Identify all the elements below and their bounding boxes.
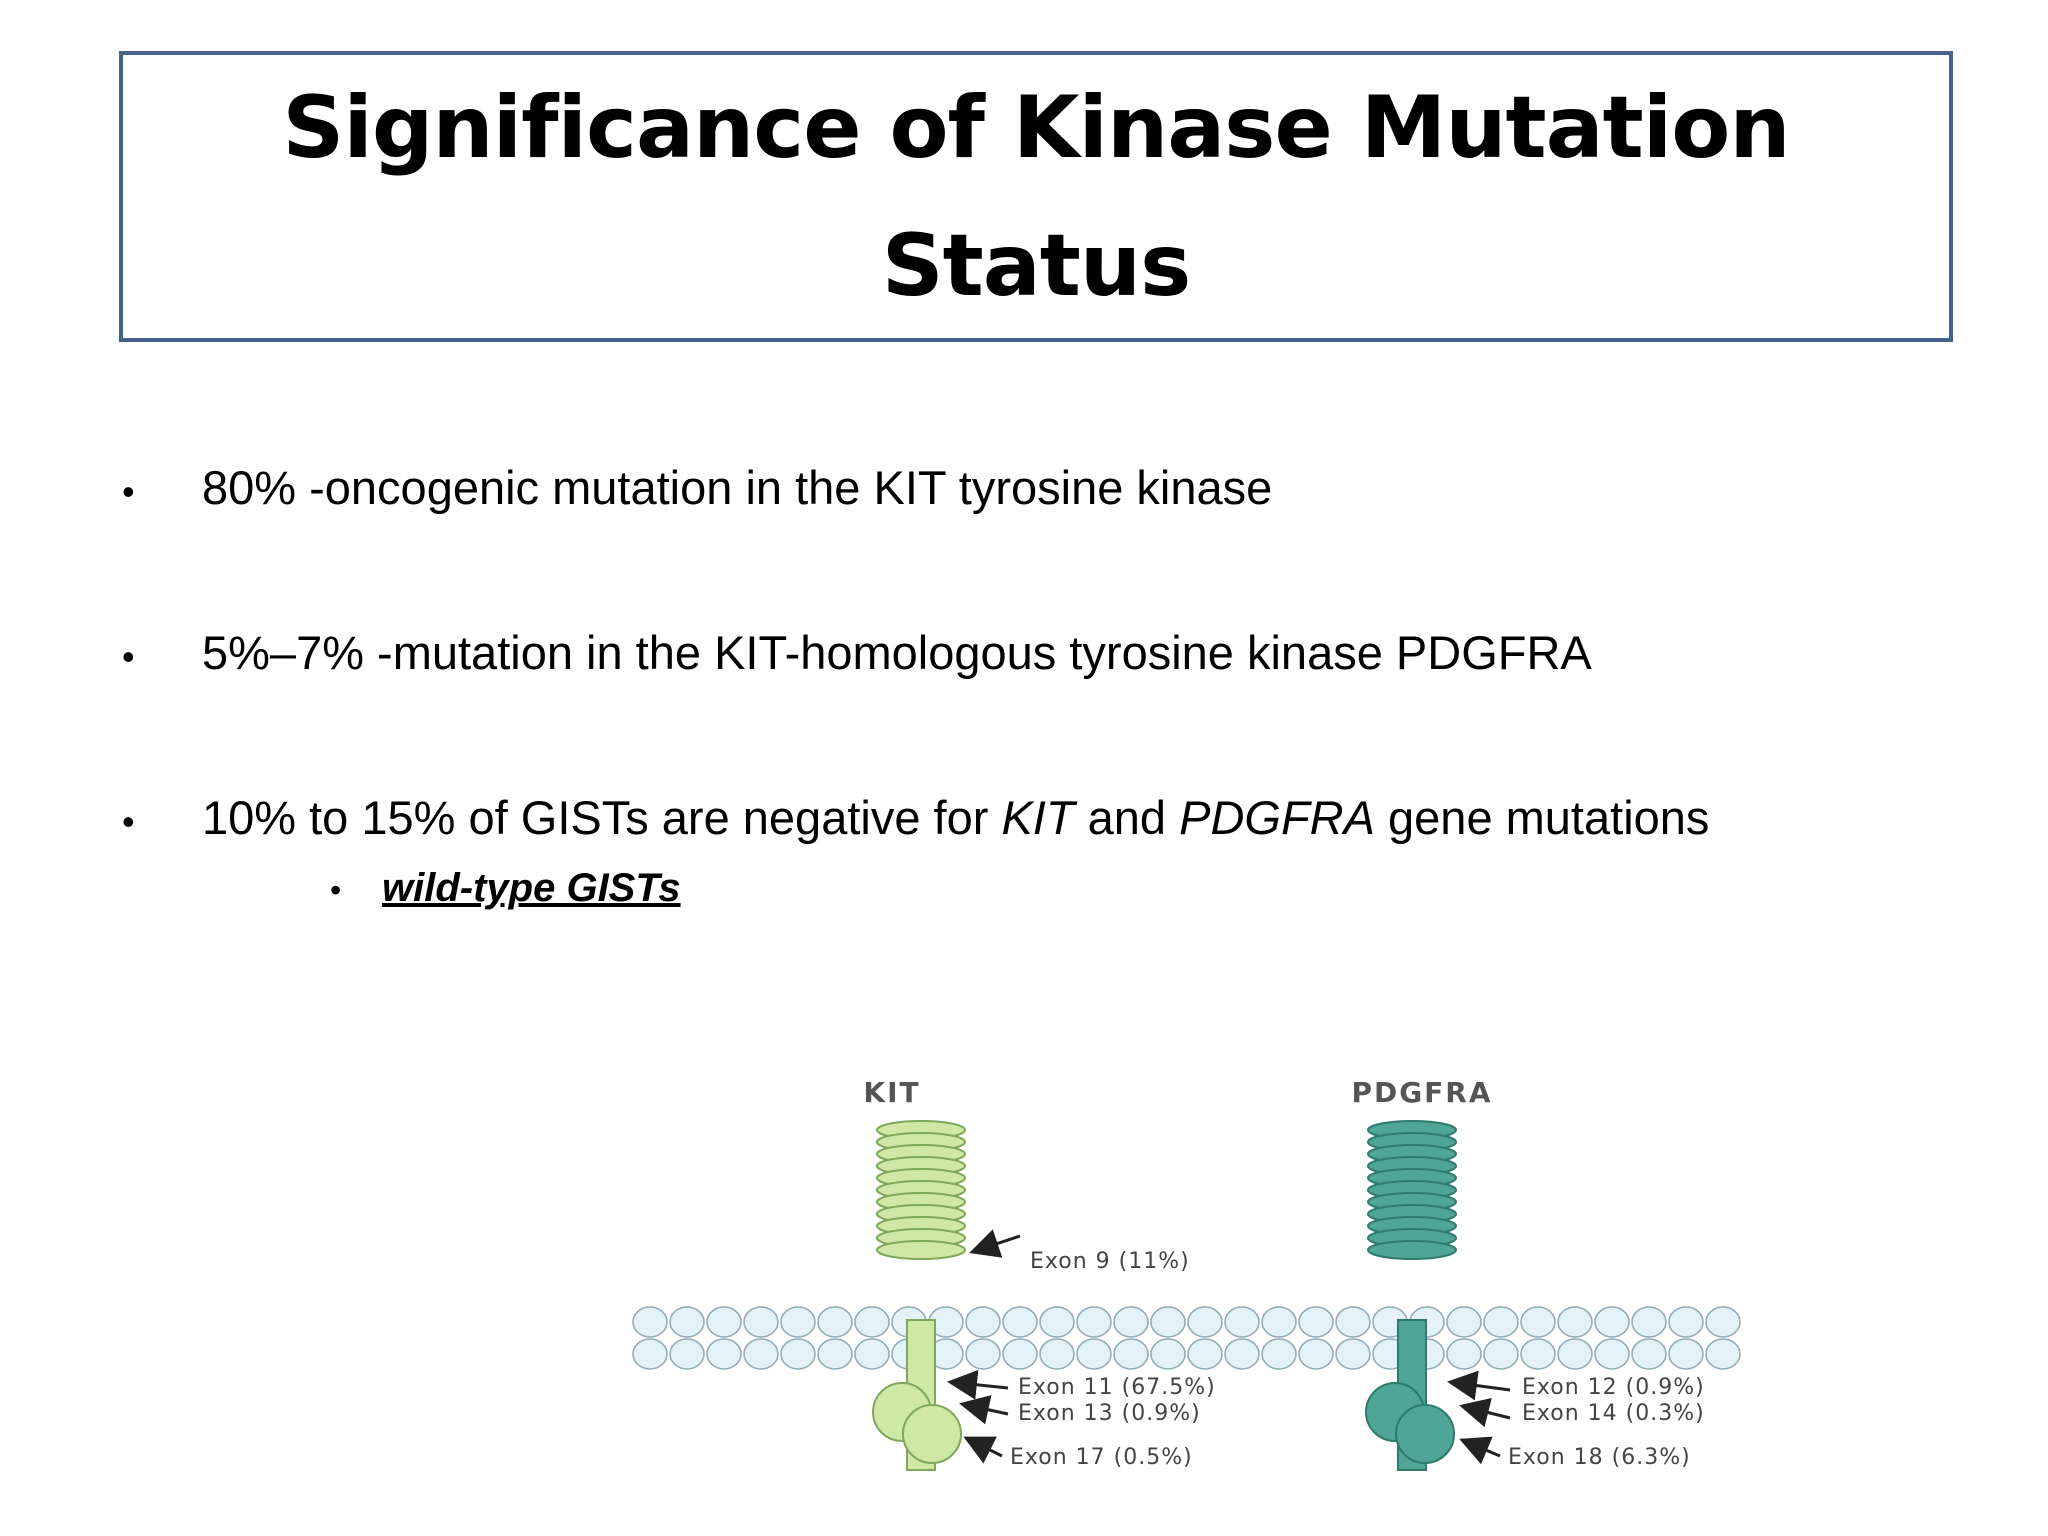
lipid-head [1594, 1338, 1630, 1370]
lipid-head [706, 1306, 742, 1338]
bullet-text: 5%–7% -mutation in the KIT-homologous ty… [202, 626, 1592, 679]
arrow-icon [1447, 1370, 1511, 1401]
lipid-head [1335, 1306, 1371, 1338]
lipid-head [1261, 1338, 1297, 1370]
cell-membrane [632, 1306, 1741, 1370]
lipid-head [817, 1338, 853, 1370]
title-line-1: Significance of Kinase Mutation [282, 77, 1790, 178]
lipid-head [1224, 1306, 1260, 1338]
lipid-head [1187, 1338, 1223, 1370]
lipid-head [1002, 1306, 1038, 1338]
lipid-head [1520, 1306, 1556, 1338]
pdgfra-kinase-domain-2 [1395, 1404, 1455, 1464]
lipid-head [1668, 1306, 1704, 1338]
lipid-head [669, 1338, 705, 1370]
arrow-icon [969, 1229, 1021, 1258]
lipid-head [1076, 1306, 1112, 1338]
lipid-head [1446, 1338, 1482, 1370]
kit-gene: KIT [1001, 791, 1075, 844]
kit-exon-9-label: Exon 9 (11%) [1030, 1249, 1190, 1274]
kit-extracellular-domain [876, 1120, 966, 1260]
kit-exon-11-label: Exon 11 (67.5%) [1018, 1375, 1216, 1400]
kit-label: KIT [863, 1076, 920, 1109]
bullet-text: 10% to 15% of GISTs are negative for KIT… [202, 791, 1710, 844]
lipid-head [1298, 1306, 1334, 1338]
pdgfra-gene: PDGFRA [1179, 791, 1375, 844]
bullet-dot: • [122, 801, 135, 842]
bullet-item-pdgfra: • 5%–7% -mutation in the KIT-homologous … [122, 625, 1592, 680]
arrow-icon [947, 1369, 1009, 1400]
arrow-icon [1459, 1397, 1511, 1428]
ig-domain-rung [1367, 1240, 1457, 1260]
bullet-dot: • [122, 471, 135, 512]
lipid-head [706, 1338, 742, 1370]
title-line-2: Status [881, 215, 1192, 316]
kit-receptor [872, 1120, 966, 1471]
kit-exon-13-label: Exon 13 (0.9%) [1018, 1401, 1201, 1426]
lipid-head [1631, 1306, 1667, 1338]
lipid-head [1446, 1306, 1482, 1338]
bullet-item-wildtype: • 10% to 15% of GISTs are negative for K… [122, 790, 1709, 845]
lipid-head [1335, 1338, 1371, 1370]
lipid-head [1261, 1306, 1297, 1338]
lipid-head [1298, 1338, 1334, 1370]
lipid-head [1113, 1306, 1149, 1338]
lipid-head [1520, 1338, 1556, 1370]
ig-domain-rung [876, 1240, 966, 1260]
lipid-head [1224, 1338, 1260, 1370]
lipid-head [1483, 1306, 1519, 1338]
sub-bullet-item: • wild-type GISTs [330, 866, 681, 911]
kit-kinase-domain-2 [902, 1404, 962, 1464]
lipid-head [743, 1338, 779, 1370]
pdgfra-exon-12-label: Exon 12 (0.9%) [1522, 1375, 1705, 1400]
lipid-head [1150, 1306, 1186, 1338]
sub-bullet-text: wild-type GISTs [382, 866, 681, 910]
bullet-text: 80% -oncogenic mutation in the KIT tyros… [202, 461, 1273, 514]
lipid-head [965, 1338, 1001, 1370]
lipid-head [1002, 1338, 1038, 1370]
lipid-head [854, 1306, 890, 1338]
kit-exon-17-label: Exon 17 (0.5%) [1010, 1445, 1193, 1470]
pdgfra-exon-18-label: Exon 18 (6.3%) [1508, 1445, 1691, 1470]
kinase-diagram: KIT PDGFRA Exon 9 (11%) Exon 11 (67.5%) … [620, 1060, 1780, 1536]
lipid-head [854, 1338, 890, 1370]
bullet-dot: • [122, 636, 135, 677]
lipid-head [1631, 1338, 1667, 1370]
lipid-head [1557, 1306, 1593, 1338]
lipid-head [780, 1306, 816, 1338]
page-title: Significance of Kinase Mutation Status [282, 59, 1790, 335]
pdgfra-receptor [1365, 1120, 1457, 1471]
lipid-head [1557, 1338, 1593, 1370]
lipid-head [1150, 1338, 1186, 1370]
pdgfra-label: PDGFRA [1351, 1076, 1492, 1109]
lipid-head [632, 1338, 668, 1370]
lipid-head [1039, 1306, 1075, 1338]
lipid-head [1705, 1338, 1741, 1370]
lipid-head [1668, 1338, 1704, 1370]
title-box: Significance of Kinase Mutation Status [119, 51, 1953, 342]
pdgfra-extracellular-domain [1367, 1120, 1457, 1260]
lipid-head [669, 1306, 705, 1338]
lipid-head [817, 1306, 853, 1338]
lipid-head [1113, 1338, 1149, 1370]
lipid-head [1039, 1338, 1075, 1370]
lipid-head [780, 1338, 816, 1370]
lipid-head [632, 1306, 668, 1338]
lipid-head [1705, 1306, 1741, 1338]
lipid-head [965, 1306, 1001, 1338]
pdgfra-exon-14-label: Exon 14 (0.3%) [1522, 1401, 1705, 1426]
lipid-head [1076, 1338, 1112, 1370]
arrow-icon [959, 1395, 1009, 1425]
lipid-head [743, 1306, 779, 1338]
lipid-head [1483, 1338, 1519, 1370]
bullet-item-kit: • 80% -oncogenic mutation in the KIT tyr… [122, 460, 1272, 515]
sub-bullet-dot: • [330, 872, 342, 908]
lipid-head [1187, 1306, 1223, 1338]
arrow-icon [963, 1436, 1003, 1464]
arrow-icon [1459, 1436, 1501, 1465]
lipid-head [1594, 1306, 1630, 1338]
